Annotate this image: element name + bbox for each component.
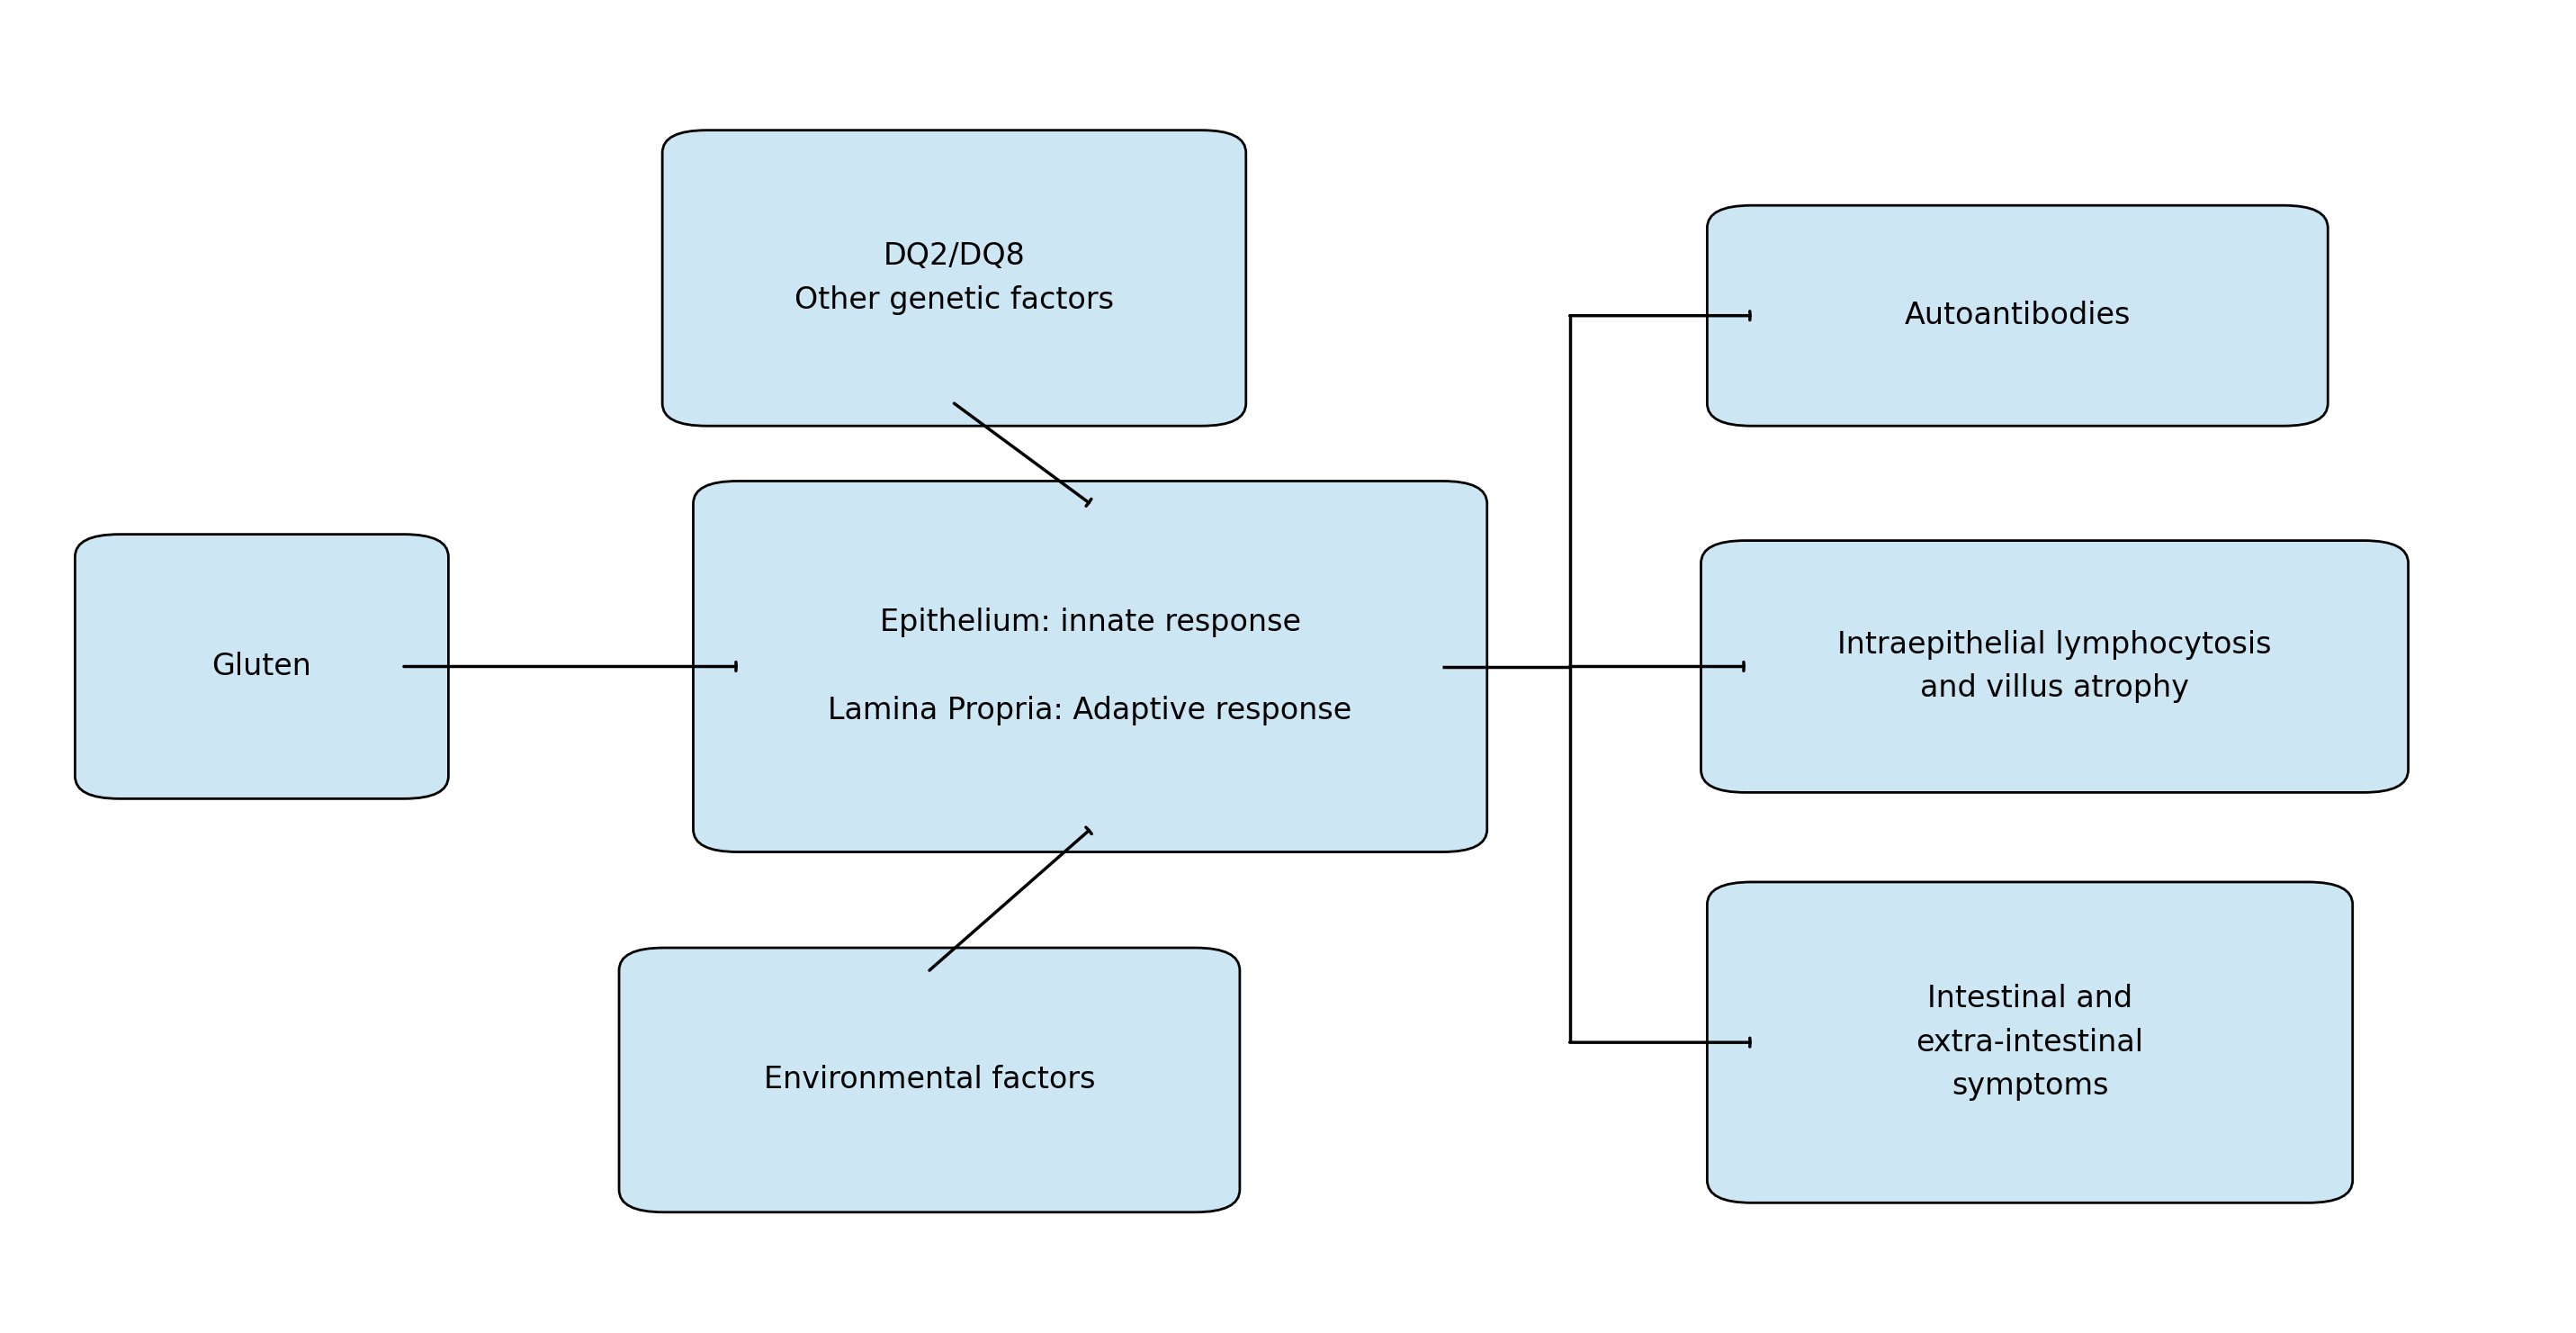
- FancyBboxPatch shape: [75, 535, 448, 798]
- FancyBboxPatch shape: [693, 481, 1486, 852]
- Text: Intestinal and
extra-intestinal
symptoms: Intestinal and extra-intestinal symptoms: [1917, 984, 2143, 1101]
- Text: Autoantibodies: Autoantibodies: [1904, 301, 2130, 331]
- FancyBboxPatch shape: [1708, 882, 2352, 1202]
- FancyBboxPatch shape: [1708, 205, 2329, 427]
- Text: Intraepithelial lymphocytosis
and villus atrophy: Intraepithelial lymphocytosis and villus…: [1837, 629, 2272, 704]
- Text: DQ2/DQ8
Other genetic factors: DQ2/DQ8 Other genetic factors: [793, 241, 1113, 315]
- Text: Gluten: Gluten: [211, 652, 312, 681]
- FancyBboxPatch shape: [618, 948, 1239, 1212]
- FancyBboxPatch shape: [662, 131, 1247, 427]
- FancyBboxPatch shape: [1700, 541, 2409, 792]
- Text: Epithelium: innate response

Lamina Propria: Adaptive response: Epithelium: innate response Lamina Propr…: [829, 608, 1352, 725]
- Text: Environmental factors: Environmental factors: [762, 1065, 1095, 1094]
